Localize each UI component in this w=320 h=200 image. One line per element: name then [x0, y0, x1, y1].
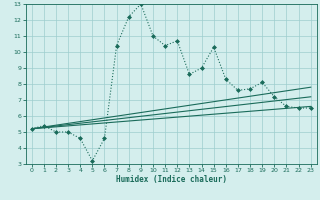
- X-axis label: Humidex (Indice chaleur): Humidex (Indice chaleur): [116, 175, 227, 184]
